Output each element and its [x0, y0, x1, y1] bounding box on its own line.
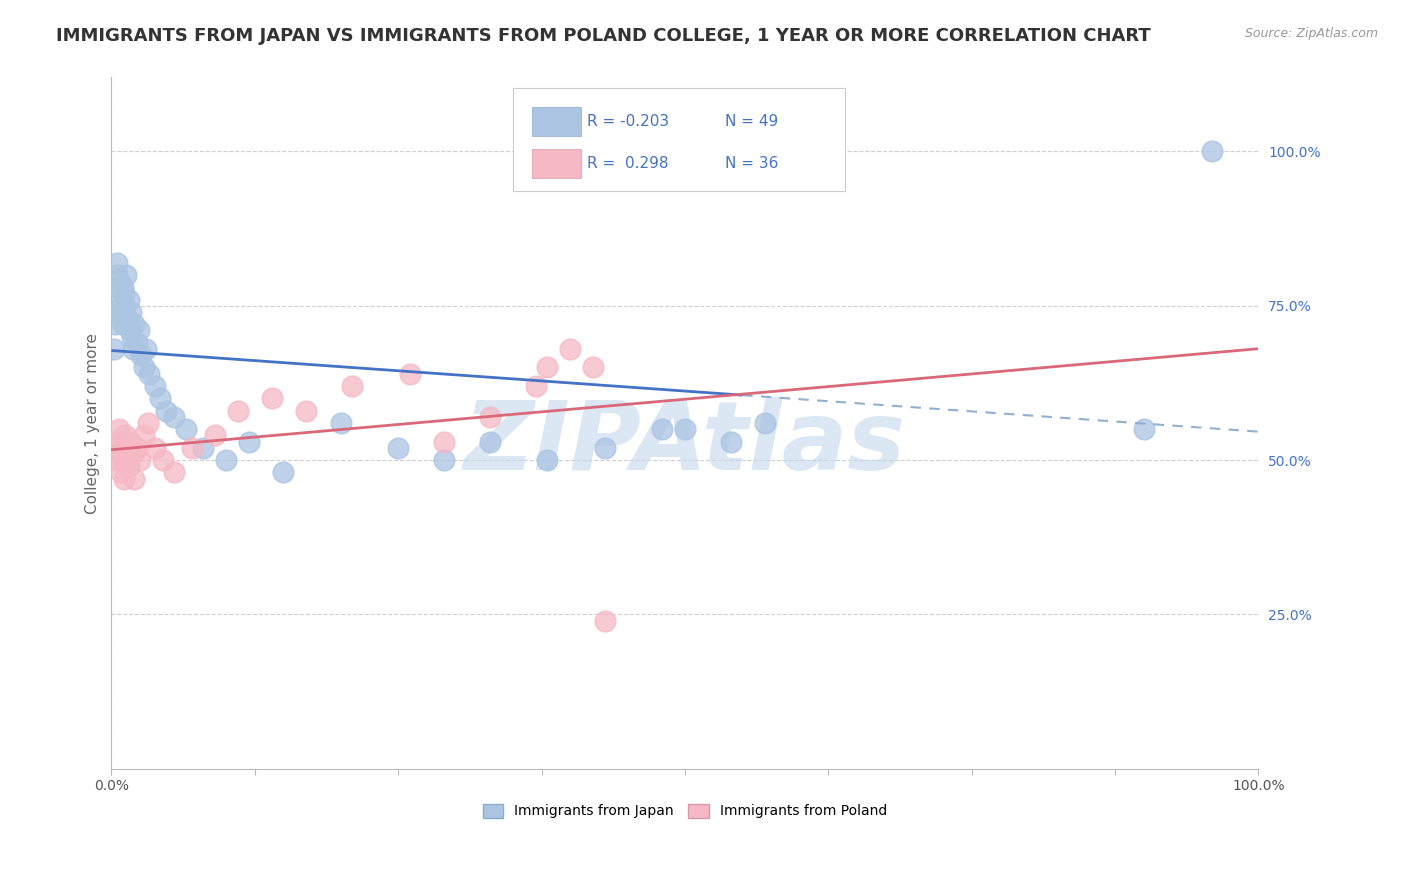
Point [651, 422, 673, 436]
Point [112, 472, 135, 486]
Point [136, 416, 159, 430]
Point [152, 453, 174, 467]
Point [536, 453, 558, 467]
Point [111, 280, 134, 294]
Text: ZIPAtlas: ZIPAtlas [464, 397, 905, 491]
Point [1201, 145, 1223, 159]
Point [754, 416, 776, 430]
Text: N = 36: N = 36 [725, 156, 779, 171]
Point [238, 434, 260, 449]
Point [593, 614, 616, 628]
Point [103, 342, 125, 356]
Point [117, 311, 139, 326]
Point [117, 459, 139, 474]
Point [110, 299, 132, 313]
Point [105, 280, 128, 294]
Point [180, 441, 202, 455]
Point [107, 293, 129, 307]
Point [342, 379, 364, 393]
Point [129, 453, 152, 467]
Point [524, 379, 547, 393]
Point [226, 403, 249, 417]
Point [121, 329, 143, 343]
Point [478, 409, 501, 424]
Legend: Immigrants from Japan, Immigrants from Poland: Immigrants from Japan, Immigrants from P… [477, 798, 893, 824]
Point [111, 311, 134, 326]
Point [1132, 422, 1154, 436]
Text: Source: ZipAtlas.com: Source: ZipAtlas.com [1244, 27, 1378, 40]
Point [132, 428, 155, 442]
Point [124, 472, 146, 486]
Point [122, 342, 145, 356]
Point [478, 434, 501, 449]
Point [174, 422, 197, 436]
Point [105, 434, 128, 449]
Point [118, 323, 141, 337]
Point [104, 318, 127, 332]
Point [143, 441, 166, 455]
Point [104, 441, 127, 455]
Point [117, 441, 139, 455]
Point [720, 434, 742, 449]
Point [329, 416, 352, 430]
Point [143, 379, 166, 393]
Point [295, 403, 318, 417]
Point [121, 447, 143, 461]
Point [115, 453, 138, 467]
Point [215, 453, 238, 467]
Point [560, 342, 582, 356]
Point [108, 422, 131, 436]
FancyBboxPatch shape [513, 87, 845, 192]
Point [108, 274, 131, 288]
Point [273, 466, 295, 480]
Point [110, 466, 132, 480]
Point [163, 466, 186, 480]
Point [155, 403, 177, 417]
Point [125, 335, 148, 350]
Y-axis label: College, 1 year or more: College, 1 year or more [86, 333, 100, 514]
Point [433, 434, 456, 449]
Point [433, 453, 456, 467]
Point [105, 268, 128, 282]
Point [107, 453, 129, 467]
Point [149, 392, 172, 406]
Point [129, 348, 152, 362]
Point [387, 441, 409, 455]
Text: IMMIGRANTS FROM JAPAN VS IMMIGRANTS FROM POLAND COLLEGE, 1 YEAR OR MORE CORRELAT: IMMIGRANTS FROM JAPAN VS IMMIGRANTS FROM… [56, 27, 1152, 45]
Point [117, 293, 139, 307]
Point [163, 409, 186, 424]
Point [128, 323, 150, 337]
Point [111, 453, 134, 467]
Point [114, 299, 136, 313]
Point [124, 318, 146, 332]
Point [673, 422, 696, 436]
Point [108, 305, 131, 319]
Point [105, 255, 128, 269]
Point [191, 441, 214, 455]
Point [582, 360, 605, 375]
Point [111, 318, 134, 332]
Text: R = -0.203: R = -0.203 [588, 114, 669, 128]
Point [111, 441, 134, 455]
Point [536, 360, 558, 375]
Point [204, 428, 226, 442]
Text: N = 49: N = 49 [725, 114, 779, 128]
Point [135, 342, 157, 356]
Point [112, 286, 135, 301]
Point [593, 441, 616, 455]
Point [132, 360, 155, 375]
Point [120, 305, 142, 319]
Text: R =  0.298: R = 0.298 [588, 156, 669, 171]
Point [115, 268, 138, 282]
Point [118, 434, 141, 449]
Point [138, 367, 160, 381]
FancyBboxPatch shape [533, 149, 581, 178]
Point [125, 441, 148, 455]
FancyBboxPatch shape [533, 107, 581, 136]
Point [260, 392, 283, 406]
Point [114, 428, 136, 442]
Point [398, 367, 420, 381]
